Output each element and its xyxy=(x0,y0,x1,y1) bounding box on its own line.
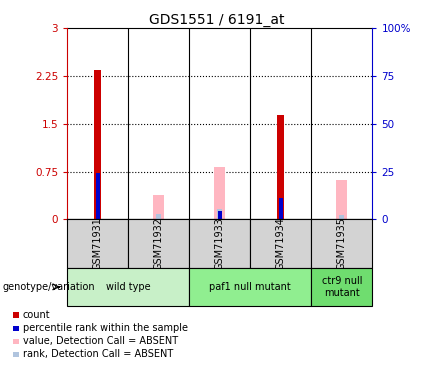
Bar xyxy=(153,195,164,219)
Bar xyxy=(217,209,222,219)
Bar xyxy=(311,268,372,306)
Bar xyxy=(339,215,344,219)
Bar xyxy=(189,219,250,268)
Bar xyxy=(96,173,100,219)
Text: count: count xyxy=(23,310,50,320)
Bar xyxy=(250,219,311,268)
Text: value, Detection Call = ABSENT: value, Detection Call = ABSENT xyxy=(23,336,178,346)
Text: GSM71933: GSM71933 xyxy=(215,217,225,270)
Text: genotype/variation: genotype/variation xyxy=(2,282,95,292)
Text: GSM71934: GSM71934 xyxy=(276,217,286,270)
Bar xyxy=(189,268,311,306)
Bar xyxy=(67,219,128,268)
Text: rank, Detection Call = ABSENT: rank, Detection Call = ABSENT xyxy=(23,350,173,359)
Text: ctr9 null
mutant: ctr9 null mutant xyxy=(322,276,362,298)
Bar xyxy=(67,268,189,306)
Bar xyxy=(279,198,283,219)
Text: GSM71932: GSM71932 xyxy=(154,217,164,270)
Bar xyxy=(94,70,101,219)
Text: GSM71935: GSM71935 xyxy=(337,217,347,270)
Bar xyxy=(218,211,222,219)
Bar xyxy=(277,116,284,219)
Text: GSM71931: GSM71931 xyxy=(93,217,103,270)
Text: GDS1551 / 6191_at: GDS1551 / 6191_at xyxy=(149,13,284,27)
Text: percentile rank within the sample: percentile rank within the sample xyxy=(23,323,187,333)
Bar xyxy=(311,219,372,268)
Text: wild type: wild type xyxy=(106,282,151,292)
Bar xyxy=(336,180,347,219)
Bar xyxy=(156,214,161,219)
Bar xyxy=(128,219,189,268)
Text: paf1 null mutant: paf1 null mutant xyxy=(210,282,291,292)
Bar xyxy=(214,167,225,219)
